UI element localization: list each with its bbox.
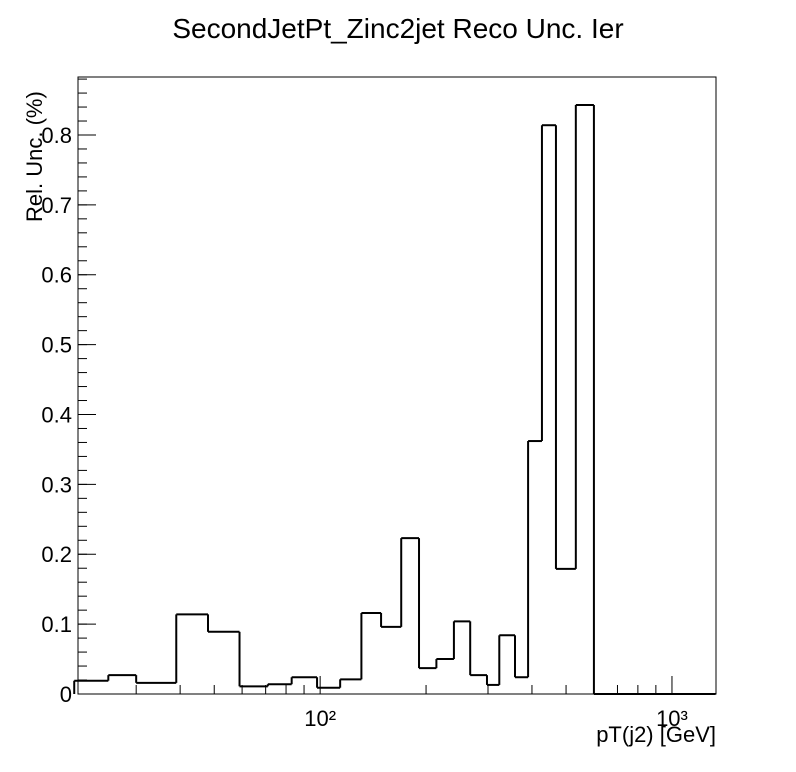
y-tick-label: 0.2 xyxy=(41,542,72,567)
y-tick-label: 0.5 xyxy=(41,333,72,358)
x-tick-label: 10³ xyxy=(656,706,688,731)
plot-frame xyxy=(77,76,717,695)
y-tick-label: 0.6 xyxy=(41,263,72,288)
y-tick-label: 0.8 xyxy=(41,123,72,148)
y-tick-label: 0.1 xyxy=(41,612,72,637)
y-tick-label: 0.3 xyxy=(41,472,72,497)
y-axis-label: Rel. Unc. (%) xyxy=(22,91,47,222)
y-tick-label: 0.4 xyxy=(41,402,72,427)
chart-title: SecondJetPt_Zinc2jet Reco Unc. Ier xyxy=(172,13,623,44)
y-tick-label: 0 xyxy=(60,682,72,707)
x-tick-label: 10² xyxy=(304,706,336,731)
y-tick-label: 0.7 xyxy=(41,193,72,218)
x-axis-label: pT(j2) [GeV] xyxy=(596,722,716,747)
